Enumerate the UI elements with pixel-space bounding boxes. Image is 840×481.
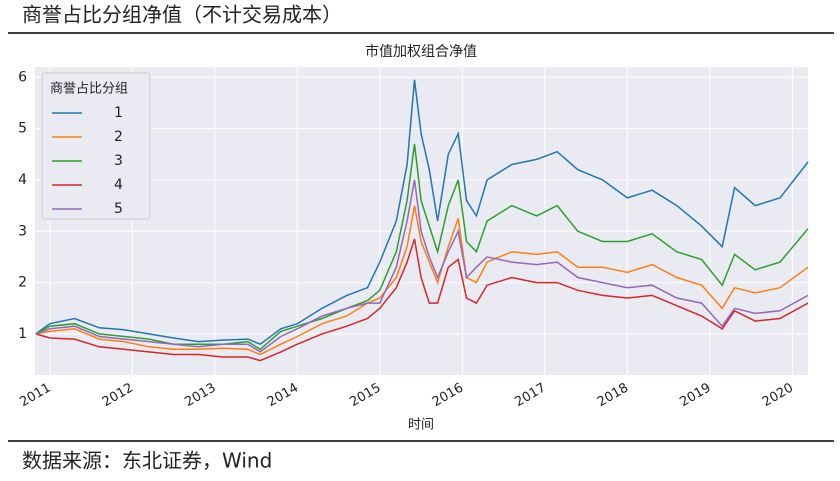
y-tick-label: 2 [18,275,27,291]
source-note: 数据来源：东北证券，Wind [22,449,272,473]
y-tick-label: 1 [18,326,27,342]
legend-label: 1 [114,105,123,121]
x-axis-label: 时间 [408,418,434,433]
x-tick-label: 2013 [182,381,218,411]
lines [35,79,809,362]
chart-title: 市值加权组合净值 [365,43,477,60]
x-tick-label: 2019 [677,381,713,411]
x-tick-label: 2020 [760,381,796,411]
plot-area [35,67,808,375]
y-tick-label: 5 [18,121,27,137]
series-line [35,238,809,362]
legend-label: 4 [114,177,123,193]
x-tick-label: 2017 [512,381,548,411]
grid [35,67,808,375]
y-tick-label: 4 [18,172,27,188]
x-tick-label: 2018 [595,381,631,411]
legend-title: 商誉占比分组 [50,82,128,97]
x-tick-label: 2015 [347,381,383,411]
series-line [35,205,809,356]
x-tick-label: 2016 [430,381,466,411]
page-title: 商誉占比分组净值（不计交易成本） [22,3,342,27]
series-line [35,179,809,353]
x-tick-label: 2014 [265,381,301,411]
legend-label: 2 [114,129,123,145]
y-tick-label: 6 [18,69,27,85]
legend-label: 3 [114,153,123,169]
x-tick-label: 2011 [17,381,53,411]
legend-box [41,72,151,220]
y-tick-label: 3 [18,223,27,239]
series-line [35,143,809,351]
x-tick-label: 2012 [100,381,136,411]
legend-label: 5 [114,201,123,217]
legend: 商誉占比分组 1 2 3 4 5 [41,72,151,220]
series-line [35,79,809,346]
